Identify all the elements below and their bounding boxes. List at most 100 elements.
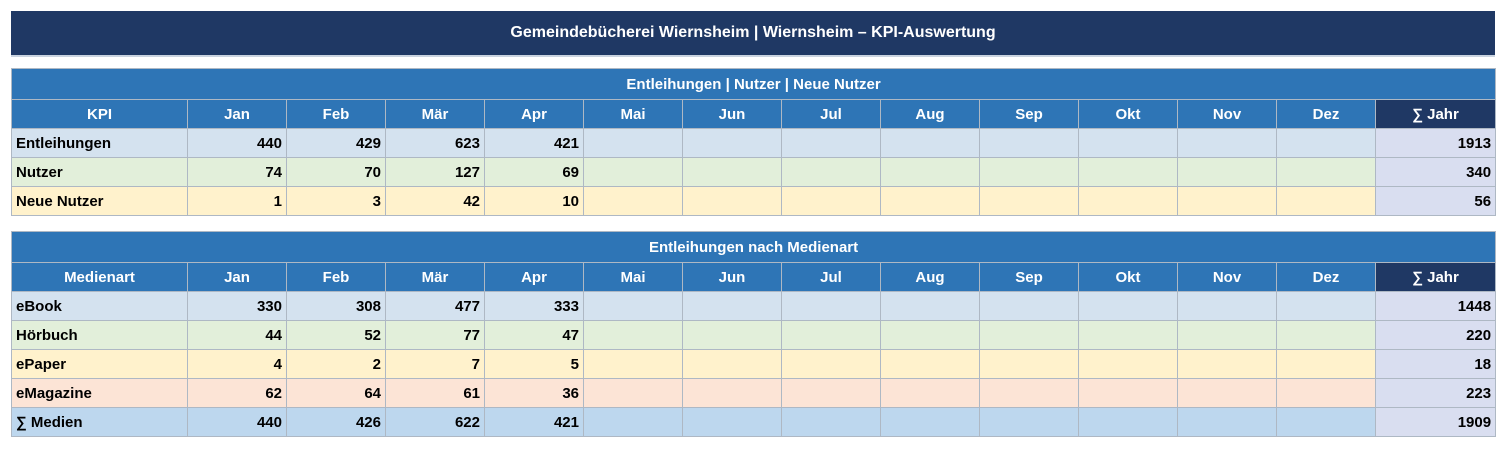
month-value — [1078, 128, 1178, 158]
month-value — [979, 128, 1079, 158]
header-month: Okt — [1078, 99, 1178, 129]
table-row: eBook 330 308 477 333 1448 — [11, 291, 1497, 321]
row-label: ePaper — [11, 349, 188, 379]
month-value — [682, 128, 782, 158]
month-value — [1177, 378, 1277, 408]
year-total-value: 220 — [1374, 320, 1497, 350]
header-month: Jun — [682, 99, 782, 129]
month-value: 330 — [187, 291, 287, 321]
month-value — [682, 186, 782, 216]
month-value — [1078, 320, 1178, 350]
month-value: 44 — [187, 320, 287, 350]
month-value — [682, 378, 782, 408]
month-value: 440 — [187, 128, 287, 158]
header-month: Nov — [1177, 99, 1277, 129]
month-value — [979, 291, 1079, 321]
month-value: 5 — [484, 349, 584, 379]
year-total-value: 1913 — [1374, 128, 1497, 158]
month-value — [583, 128, 683, 158]
month-value — [781, 320, 881, 350]
month-value — [583, 407, 683, 437]
month-value — [1276, 291, 1376, 321]
header-month: Mär — [385, 99, 485, 129]
header-month: Feb — [286, 262, 386, 292]
header-month: Jul — [781, 262, 881, 292]
section-title: Entleihungen | Nutzer | Neue Nutzer — [10, 68, 1497, 100]
month-value: 7 — [385, 349, 485, 379]
month-value — [880, 291, 980, 321]
month-value — [880, 378, 980, 408]
month-value — [1276, 349, 1376, 379]
month-value: 47 — [484, 320, 584, 350]
month-value: 61 — [385, 378, 485, 408]
month-value — [1078, 349, 1178, 379]
month-value — [583, 291, 683, 321]
month-value — [1177, 128, 1277, 158]
month-value — [682, 407, 782, 437]
month-value — [1078, 157, 1178, 187]
month-value — [979, 407, 1079, 437]
header-month: Nov — [1177, 262, 1277, 292]
month-value: 77 — [385, 320, 485, 350]
month-value: 477 — [385, 291, 485, 321]
month-value: 52 — [286, 320, 386, 350]
row-label: Hörbuch — [11, 320, 188, 350]
table-body: Entleihungen 440 429 623 421 1913 Nutzer 74 70 12… — [11, 128, 1497, 216]
month-value: 333 — [484, 291, 584, 321]
header-month: Apr — [484, 262, 584, 292]
month-value — [1078, 186, 1178, 216]
row-label: Neue Nutzer — [11, 186, 188, 216]
month-value — [1177, 349, 1277, 379]
month-value: 69 — [484, 157, 584, 187]
media-table: Entleihungen nach Medienart Medienart Jan… — [10, 231, 1497, 437]
month-value — [1177, 157, 1277, 187]
year-total-value: 1448 — [1374, 291, 1497, 321]
header-month: Jul — [781, 99, 881, 129]
month-value — [1276, 378, 1376, 408]
month-value: 623 — [385, 128, 485, 158]
row-label: Entleihungen — [11, 128, 188, 158]
month-value: 421 — [484, 407, 584, 437]
month-value — [583, 320, 683, 350]
header-month: Mär — [385, 262, 485, 292]
header-month: Dez — [1276, 262, 1376, 292]
month-value: 42 — [385, 186, 485, 216]
month-value — [979, 157, 1079, 187]
table-row: ∑ Medien 440 426 622 421 1909 — [11, 407, 1497, 437]
month-value — [781, 291, 881, 321]
month-value: 429 — [286, 128, 386, 158]
month-value — [781, 349, 881, 379]
month-value — [781, 186, 881, 216]
month-value — [1276, 320, 1376, 350]
month-value — [1276, 128, 1376, 158]
month-value — [1177, 291, 1277, 321]
year-total-value: 18 — [1374, 349, 1497, 379]
header-month: Feb — [286, 99, 386, 129]
month-value — [979, 378, 1079, 408]
month-value — [880, 186, 980, 216]
table-row: ePaper 4 2 7 5 18 — [11, 349, 1497, 379]
header-month: Aug — [880, 262, 980, 292]
month-value — [979, 186, 1079, 216]
header-label: KPI — [11, 99, 188, 129]
month-value: 421 — [484, 128, 584, 158]
year-total-value: 223 — [1374, 378, 1497, 408]
header-month: Jun — [682, 262, 782, 292]
section-title: Entleihungen nach Medienart — [10, 231, 1497, 263]
month-value — [880, 128, 980, 158]
month-value: 64 — [286, 378, 386, 408]
month-value: 2 — [286, 349, 386, 379]
month-value — [781, 407, 881, 437]
month-value — [682, 320, 782, 350]
header-label: Medienart — [11, 262, 188, 292]
month-value — [583, 186, 683, 216]
month-value — [880, 320, 980, 350]
table-row: Neue Nutzer 1 3 42 10 56 — [11, 186, 1497, 216]
header-month: Dez — [1276, 99, 1376, 129]
table-row: Hörbuch 44 52 77 47 220 — [11, 320, 1497, 350]
header-month: Apr — [484, 99, 584, 129]
row-label: Nutzer — [11, 157, 188, 187]
month-value — [880, 349, 980, 379]
month-value — [682, 291, 782, 321]
month-value — [1078, 291, 1178, 321]
